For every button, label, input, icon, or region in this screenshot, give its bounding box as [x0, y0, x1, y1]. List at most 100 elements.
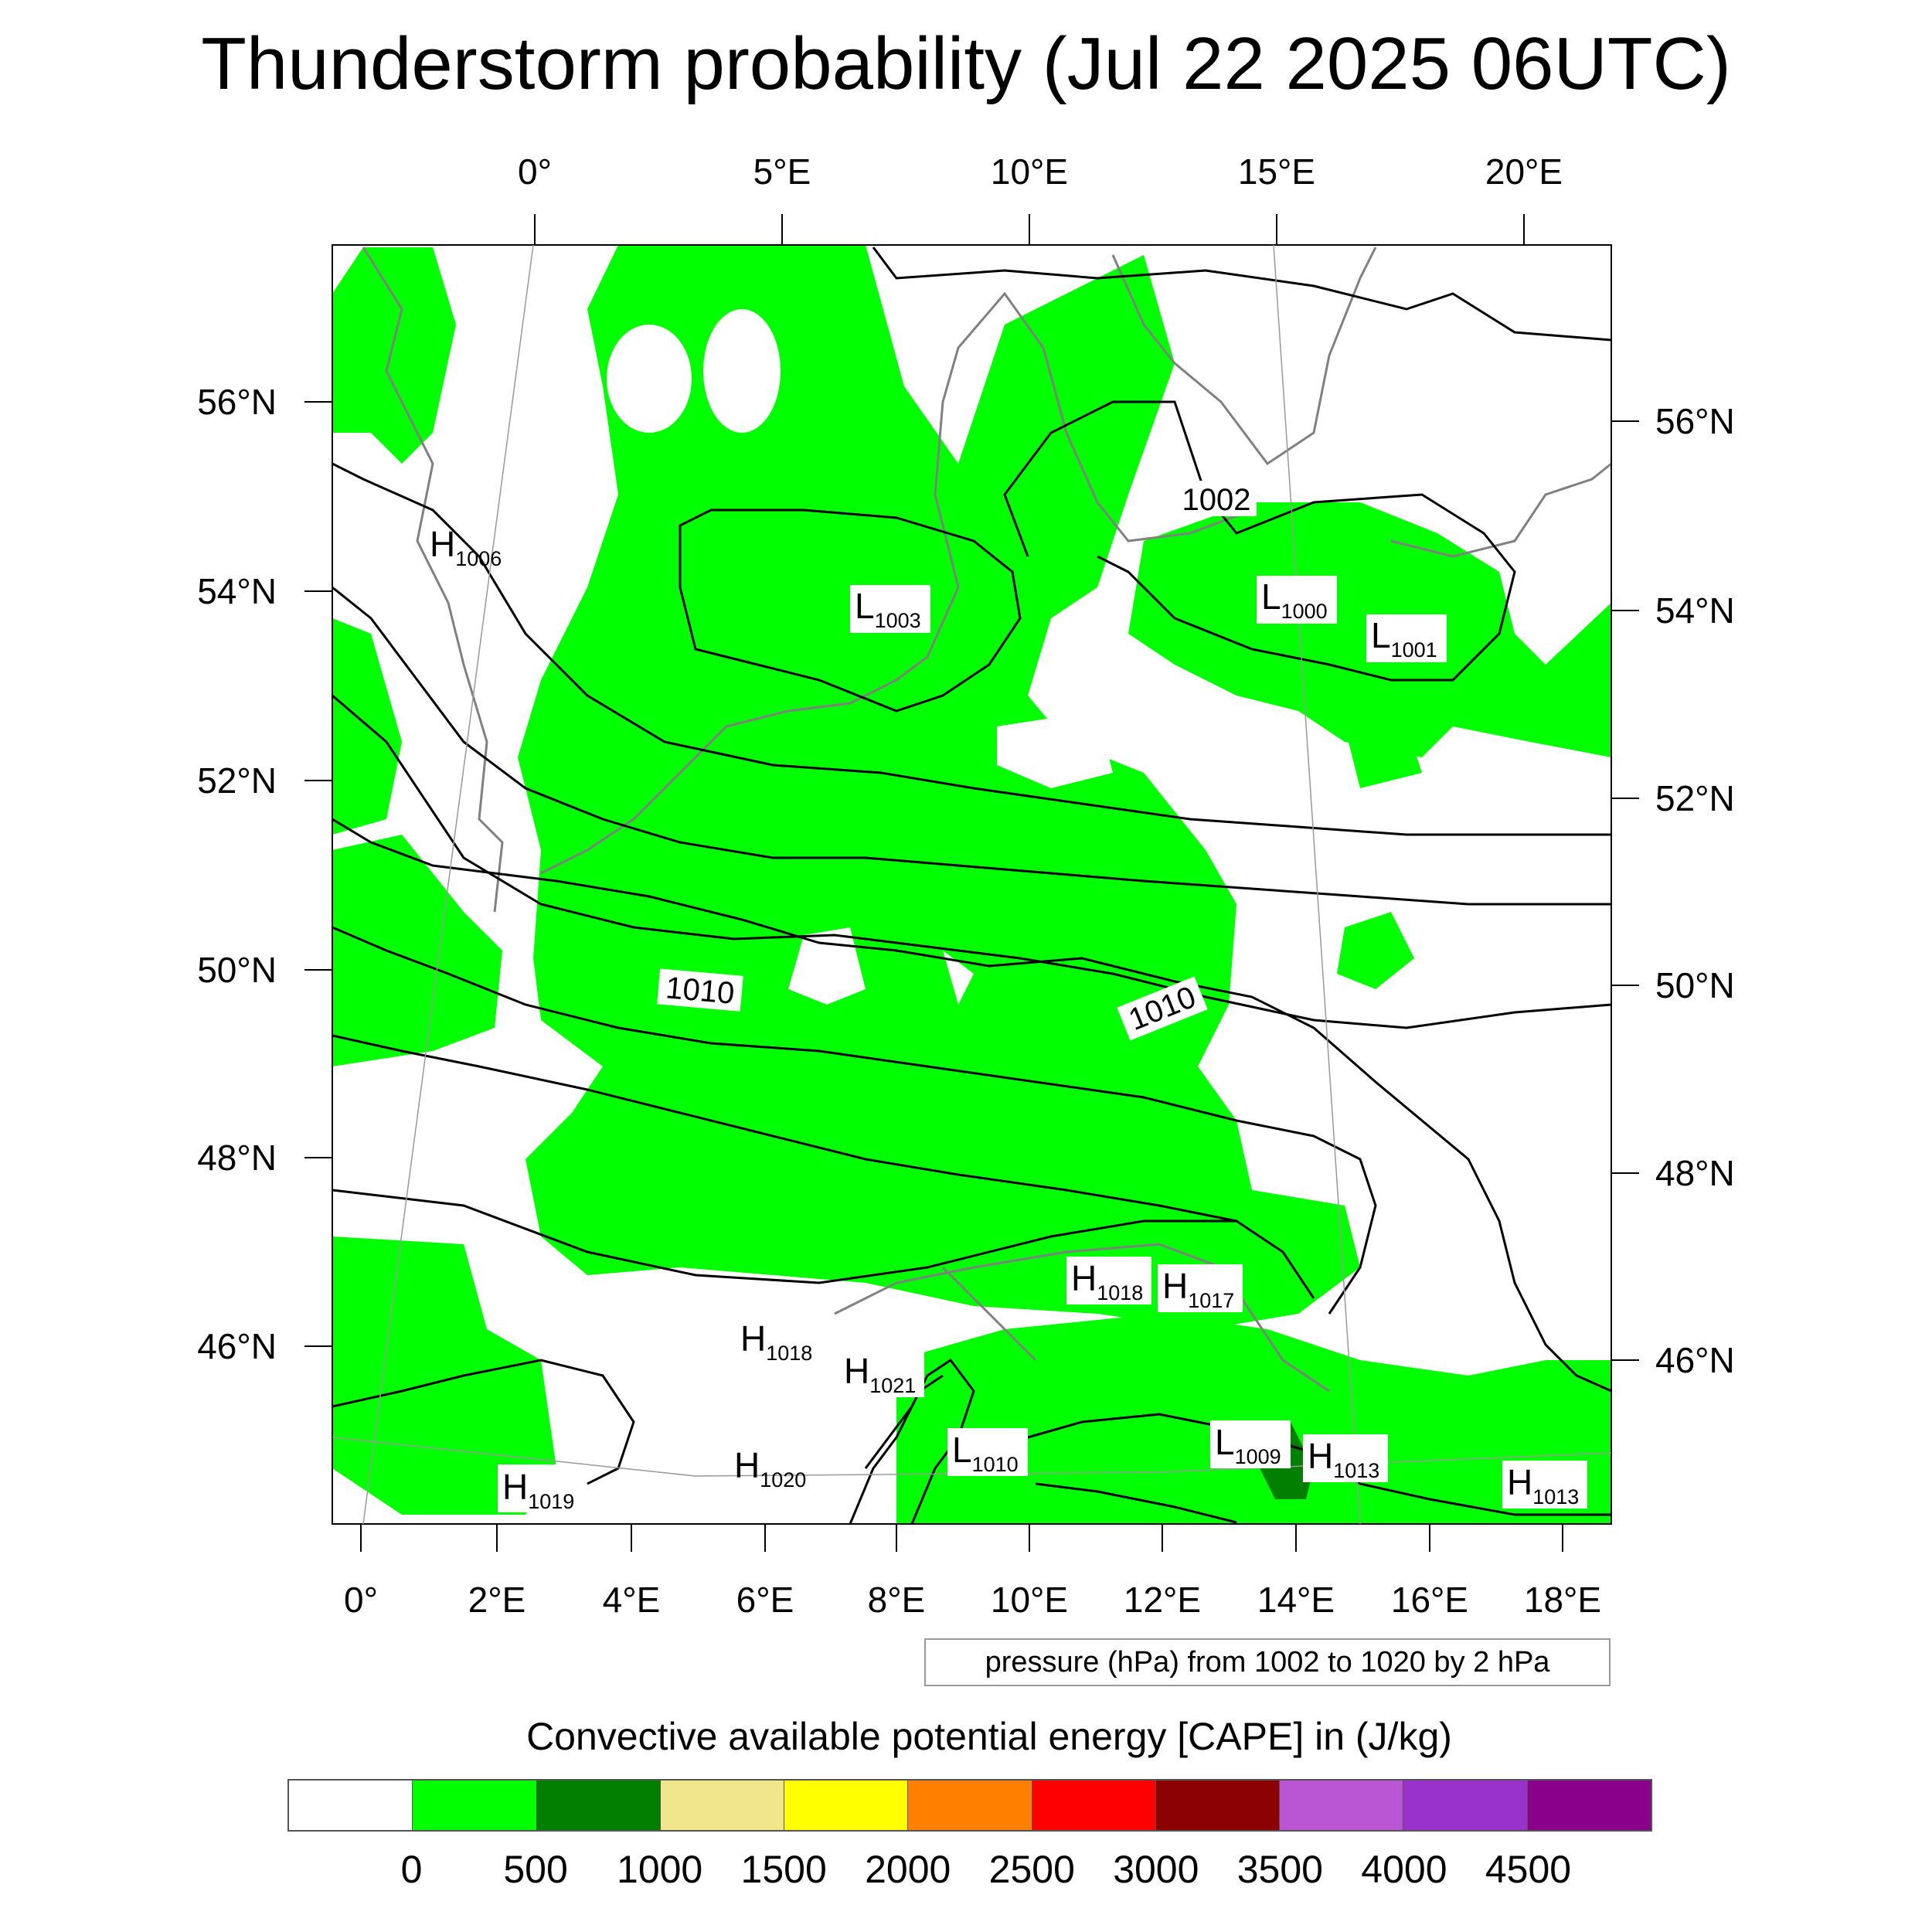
colorbar-tick-label: 2500 — [988, 1848, 1075, 1891]
colorbar-title: Convective available potential energy [C… — [526, 1715, 1452, 1758]
coastline-uk — [362, 247, 504, 913]
cape-field-west-south — [332, 1236, 556, 1515]
left-lat-labels: 56°N 54°N 52°N 50°N 48°N 46°N — [197, 382, 277, 1366]
cape-gap — [607, 325, 692, 433]
svg-text:H1019: H1019 — [502, 1467, 574, 1513]
pressure-center-high: H1020 — [734, 1445, 806, 1492]
top-lon-label: 10°E — [991, 151, 1068, 192]
colorbar-segment — [908, 1781, 1032, 1830]
left-lat-label: 52°N — [197, 760, 277, 801]
isobar — [332, 694, 1611, 1029]
bottom-lon-label: 6°E — [736, 1580, 794, 1620]
colorbar-tick-label: 1500 — [740, 1848, 827, 1891]
isobar — [332, 1034, 1237, 1223]
colorbar-segment — [413, 1781, 537, 1830]
left-lat-label: 54°N — [197, 571, 277, 611]
colorbar-segment — [1280, 1781, 1404, 1830]
svg-text:H1021: H1021 — [844, 1351, 916, 1397]
svg-text:L1010: L1010 — [952, 1430, 1019, 1476]
pressure-center-low: L1000 — [1257, 576, 1337, 624]
svg-text:L1001: L1001 — [1371, 615, 1437, 662]
bottom-lon-label: 4°E — [603, 1580, 661, 1620]
left-lat-label: 46°N — [197, 1326, 277, 1366]
bottom-lon-label: 8°E — [868, 1580, 926, 1620]
cape-field-east-small-2 — [1345, 726, 1422, 788]
coastline-layer — [362, 247, 1611, 1393]
pressure-center-high: H1019 — [498, 1464, 583, 1513]
right-lat-label: 50°N — [1655, 965, 1735, 1005]
colorbar-tick-label: 0 — [400, 1848, 423, 1891]
isobar-labels: 1002 1010 1010 — [657, 481, 1257, 1041]
isobar-layer — [332, 247, 1611, 1524]
bottom-lon-label: 2°E — [468, 1580, 526, 1620]
svg-text:1010: 1010 — [665, 971, 736, 1011]
isobar — [332, 1189, 1315, 1299]
isobar — [1003, 400, 1516, 682]
svg-text:H1006: H1006 — [430, 524, 502, 570]
right-lat-labels: 56°N 54°N 52°N 50°N 48°N 46°N — [1655, 401, 1735, 1380]
svg-text:H1018: H1018 — [1071, 1258, 1143, 1304]
colorbar-tick-label: 4000 — [1361, 1848, 1447, 1891]
isobar — [332, 926, 1377, 1315]
colorbar-tick-label: 3500 — [1236, 1848, 1323, 1891]
colorbar-segment — [1032, 1781, 1156, 1830]
cape-field-alps — [896, 1314, 1611, 1524]
border-line — [834, 1243, 1330, 1393]
svg-text:H1013: H1013 — [1308, 1436, 1379, 1482]
cape-field-east-small-1 — [1337, 912, 1414, 989]
pressure-center-low: L1010 — [947, 1428, 1028, 1476]
cape-gap — [943, 951, 974, 1005]
map-plot-area[interactable] — [332, 245, 1611, 1524]
pressure-center-high: H1017 — [1158, 1264, 1243, 1312]
coastline-baltic — [1390, 462, 1611, 558]
bottom-lon-label: 0° — [344, 1580, 378, 1620]
isobar — [864, 1358, 975, 1524]
right-lat-label: 54°N — [1655, 590, 1735, 631]
cape-gap — [997, 711, 1113, 788]
border-line — [941, 1266, 1037, 1362]
colorbar-tick-label: 3000 — [1113, 1848, 1199, 1891]
right-lat-label: 52°N — [1655, 778, 1735, 818]
top-lon-label: 15°E — [1238, 151, 1315, 192]
contour-info-box: pressure (hPa) from 1002 to 1020 by 2 hP… — [924, 1638, 1611, 1686]
coastline-continent — [540, 291, 1253, 875]
svg-text:L1003: L1003 — [855, 586, 921, 632]
top-lon-label: 0° — [518, 151, 552, 192]
isobar — [872, 247, 1611, 342]
isobar — [849, 1374, 944, 1524]
bottom-lon-label: 16°E — [1391, 1580, 1468, 1620]
svg-text:H1017: H1017 — [1162, 1266, 1234, 1312]
right-lat-label: 46°N — [1655, 1340, 1735, 1380]
tick-marks — [304, 214, 1639, 1552]
top-lon-label: 5°E — [753, 151, 811, 192]
colorbar-segment — [784, 1781, 909, 1830]
left-lat-label: 56°N — [197, 382, 277, 422]
colorbar-segment — [536, 1781, 661, 1830]
isobar — [332, 818, 1611, 1393]
pressure-center-high: H1006 — [430, 524, 502, 570]
pressure-center-high: H1021 — [839, 1349, 924, 1397]
pressure-centers: H1006 L1003 L1000 L1001 H1018 H1017 H101… — [430, 524, 1587, 1513]
pressure-center-high: H1018 — [736, 1317, 821, 1365]
top-lon-label: 20°E — [1485, 151, 1563, 192]
cape-field-central — [518, 245, 1360, 1329]
svg-text:L1009: L1009 — [1215, 1422, 1281, 1468]
bottom-lon-label: 18°E — [1524, 1580, 1601, 1620]
colorbar-segment — [660, 1781, 785, 1830]
colorbar-tick-labels: 0 500 1000 1500 2000 2500 3000 3500 4000 4500 — [0, 1847, 1932, 1893]
top-lon-labels: 0° 5°E 10°E 15°E 20°E — [518, 151, 1563, 192]
isobar-label-1010: 1010 — [657, 968, 743, 1012]
isobar — [332, 586, 1611, 906]
isobar — [332, 1359, 635, 1485]
right-lat-label: 48°N — [1655, 1153, 1735, 1193]
colorbar-segment — [1527, 1781, 1651, 1830]
colorbar-segment — [1155, 1781, 1281, 1830]
pressure-center-low: L1009 — [1210, 1420, 1291, 1468]
isobar-label-1002: 1002 — [1176, 481, 1257, 517]
colorbar-tick-label: 500 — [503, 1848, 568, 1891]
isobar — [679, 509, 1022, 713]
bottom-lon-label: 14°E — [1257, 1580, 1335, 1620]
pressure-center-low: L1001 — [1366, 614, 1447, 662]
cape-field-north-sea — [332, 247, 456, 464]
